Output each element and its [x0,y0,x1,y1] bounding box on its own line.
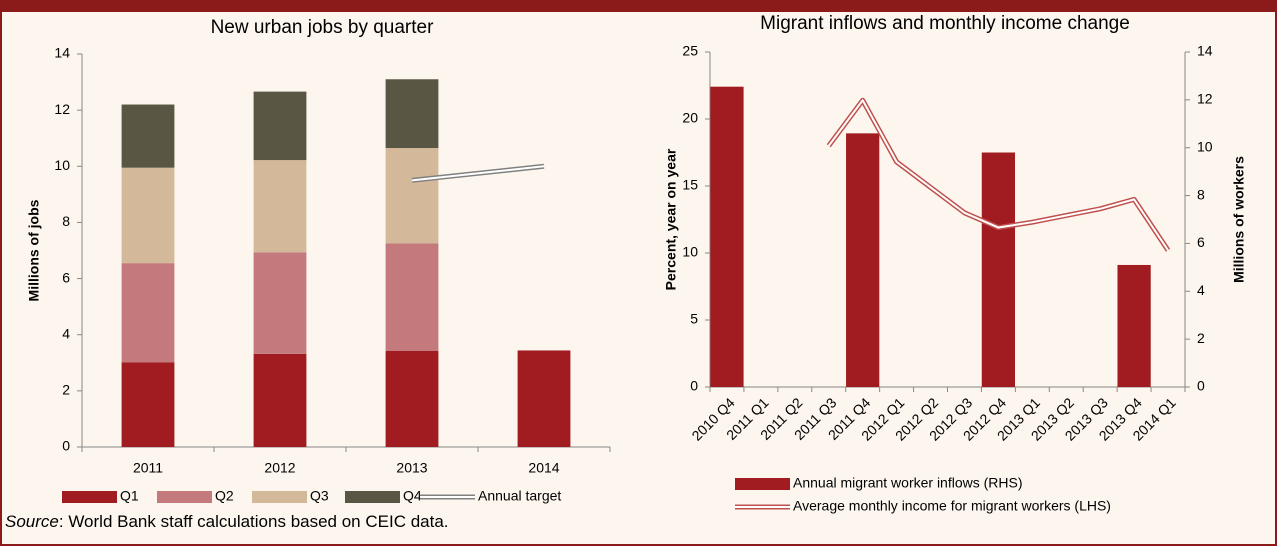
y-tick-label: 0 [690,378,698,394]
chart-title: New urban jobs by quarter [211,17,435,38]
y-tick-label: 10 [54,157,70,173]
y2-tick-label: 4 [1197,282,1205,298]
source-note: Source: World Bank staff calculations ba… [5,512,449,531]
line-inner [827,99,1169,251]
y2-tick-label: 2 [1197,330,1205,346]
x-tick-label: 2014 [528,460,559,476]
top-bar [0,0,1277,12]
y-axis-label: Millions of jobs [26,199,42,301]
x-tick-label: 2012 [264,460,295,476]
bar [121,362,175,447]
legend-swatch [252,491,307,503]
bar [517,350,571,447]
bar [385,243,439,351]
y2-tick-label: 12 [1197,91,1213,107]
y2-axis-label: Millions of workers [1231,156,1247,283]
y-tick-label: 20 [682,110,698,126]
bar [710,86,744,388]
y2-tick-label: 8 [1197,186,1205,202]
x-tick-label: 2013 [396,460,427,476]
y-tick-label: 4 [62,325,70,341]
bar [253,353,307,447]
y-tick-label: 6 [62,269,70,285]
legend-swatch [735,478,790,490]
legend-swatch [345,491,400,503]
y-tick-label: 25 [682,43,698,59]
bar [385,148,439,244]
bar [385,79,439,149]
y2-tick-label: 0 [1197,378,1205,394]
bar [121,263,175,363]
bar [253,91,307,161]
y-tick-label: 12 [54,101,70,117]
y2-tick-label: 6 [1197,234,1205,250]
legend-label: Q4 [403,488,422,504]
y-tick-label: 14 [54,45,70,61]
bar [121,167,175,264]
legend-label: Q3 [310,488,329,504]
y2-tick-label: 14 [1197,43,1213,59]
bar [253,252,307,354]
line-inner [411,165,545,182]
bar [846,133,880,387]
legend-label: Q1 [120,488,139,504]
y-tick-label: 5 [690,311,698,327]
legend-label: Annual target [478,488,561,504]
y-tick-label: 0 [62,438,70,454]
y-tick-label: 8 [62,213,70,229]
y-tick-label: 2 [62,382,70,398]
source-label: Source [5,512,59,531]
bar [1117,264,1151,387]
legend-swatch [157,491,212,503]
legend-label: Q2 [215,488,234,504]
chart-title: Migrant inflows and monthly income chang… [760,13,1130,34]
y-axis-label: Percent, year on year [663,148,679,290]
legend-label: Annual migrant worker inflows (RHS) [793,475,1023,491]
source-text: : World Bank staff calculations based on… [59,512,449,531]
x-tick-label: 2011 [133,460,163,476]
legend-swatch [62,491,117,503]
y-tick-label: 15 [682,177,698,193]
legend-label: Average monthly income for migrant worke… [793,498,1111,514]
bar [385,350,439,447]
bar [253,160,307,253]
y2-tick-label: 10 [1197,138,1213,154]
bar [981,152,1016,387]
bar [121,104,175,168]
y-tick-label: 10 [682,244,698,260]
